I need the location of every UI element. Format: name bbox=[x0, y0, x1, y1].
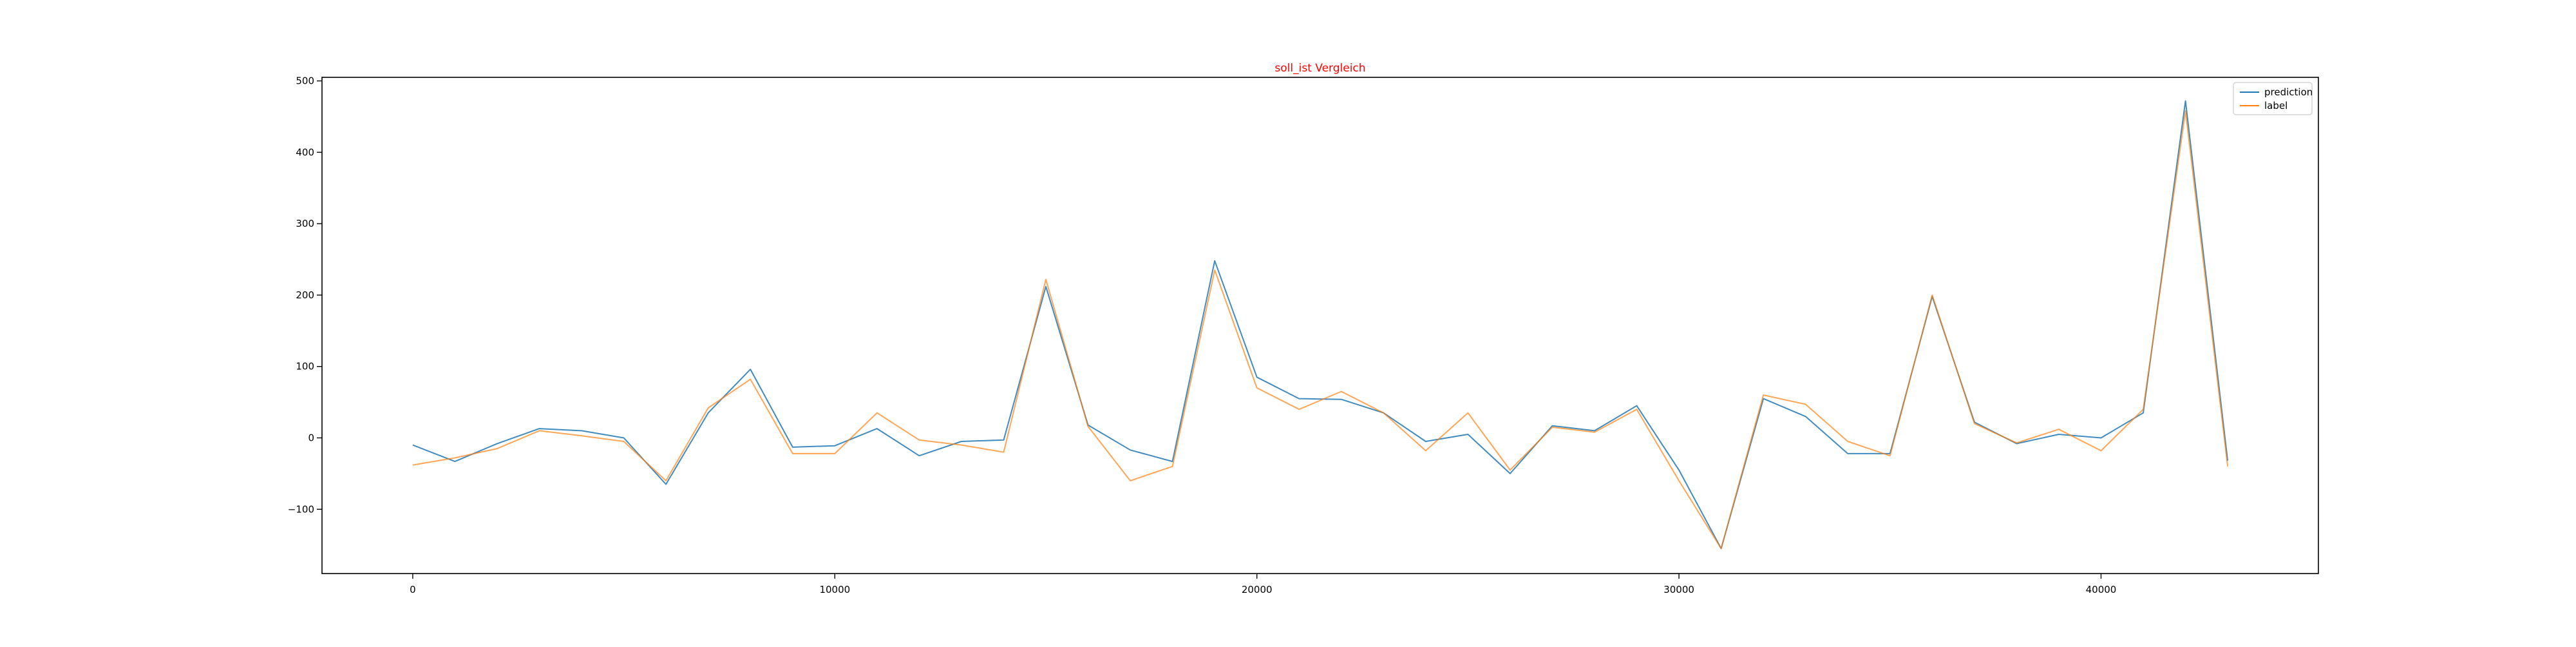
y-tick-label: 300 bbox=[296, 218, 314, 229]
legend: prediction label bbox=[2233, 82, 2313, 115]
y-tick-label: 100 bbox=[296, 361, 314, 372]
x-tick-label: 0 bbox=[410, 584, 416, 595]
series-line-label bbox=[412, 110, 2229, 550]
axes: 0 10000 20000 30000 40000 −100 0 100 200 300 400 50… bbox=[288, 75, 2319, 595]
series-line-prediction bbox=[412, 100, 2229, 550]
x-tick-label: 10000 bbox=[819, 584, 850, 595]
plot-area bbox=[412, 100, 2229, 550]
x-tick-label: 30000 bbox=[1663, 584, 1694, 595]
legend-box bbox=[2233, 82, 2313, 115]
legend-label-label: label bbox=[2264, 100, 2287, 111]
x-tick-label: 20000 bbox=[1242, 584, 1273, 595]
legend-label-prediction: prediction bbox=[2264, 86, 2313, 98]
y-tick-label: 0 bbox=[308, 432, 314, 443]
y-tick-label: −100 bbox=[288, 503, 314, 515]
y-tick-label: 200 bbox=[296, 289, 314, 301]
plot-frame bbox=[321, 77, 2319, 574]
x-tick-label: 40000 bbox=[2086, 584, 2117, 595]
y-tick-label: 500 bbox=[296, 75, 314, 87]
chart-title: soll_ist Vergleich bbox=[1274, 62, 1365, 75]
y-tick-label: 400 bbox=[296, 146, 314, 158]
